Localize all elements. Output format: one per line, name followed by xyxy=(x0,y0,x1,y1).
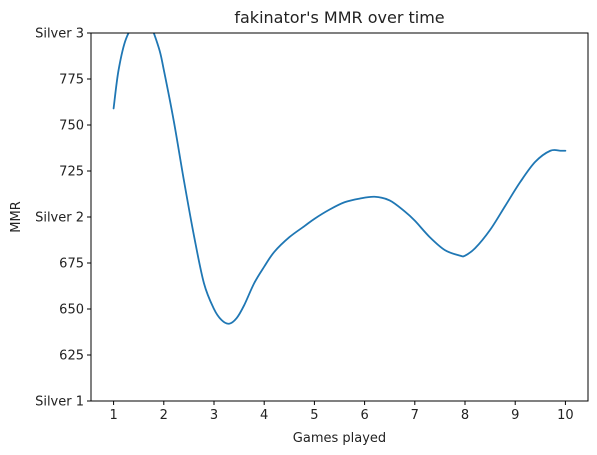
x-tick-label: 1 xyxy=(109,408,117,423)
mmr-series-line xyxy=(112,33,567,325)
x-tick-label: 6 xyxy=(360,408,368,423)
x-tick-label: 2 xyxy=(160,408,168,423)
y-tick-label: 675 xyxy=(59,257,84,272)
x-tick-label: 8 xyxy=(461,408,469,423)
x-tick-label: 5 xyxy=(310,408,318,423)
y-tick-label: 625 xyxy=(59,349,84,364)
x-tick-label: 9 xyxy=(511,408,519,423)
chart-title: fakinator's MMR over time xyxy=(234,8,444,27)
x-axis-label: Games played xyxy=(293,431,386,446)
plot-area xyxy=(112,33,567,325)
y-tick-label: Silver 1 xyxy=(35,395,84,410)
plot-frame xyxy=(90,32,589,402)
y-axis-ticks: Silver 1 625 650 675 Silver 2 725 750 775 Silver… xyxy=(35,27,91,410)
y-tick-label: 750 xyxy=(59,119,84,134)
y-tick-label: 650 xyxy=(59,303,84,318)
y-axis-label: MMR xyxy=(9,201,24,232)
x-tick-label: 10 xyxy=(557,408,574,423)
x-tick-label: 3 xyxy=(210,408,218,423)
x-tick-label: 7 xyxy=(411,408,419,423)
y-tick-label: Silver 2 xyxy=(35,211,84,226)
y-tick-label: 725 xyxy=(59,165,84,180)
x-tick-label: 4 xyxy=(260,408,268,423)
y-tick-label: Silver 3 xyxy=(35,27,84,42)
y-tick-label: 775 xyxy=(59,73,84,88)
x-axis-ticks: 1 2 3 4 5 6 7 8 9 10 xyxy=(109,401,574,423)
